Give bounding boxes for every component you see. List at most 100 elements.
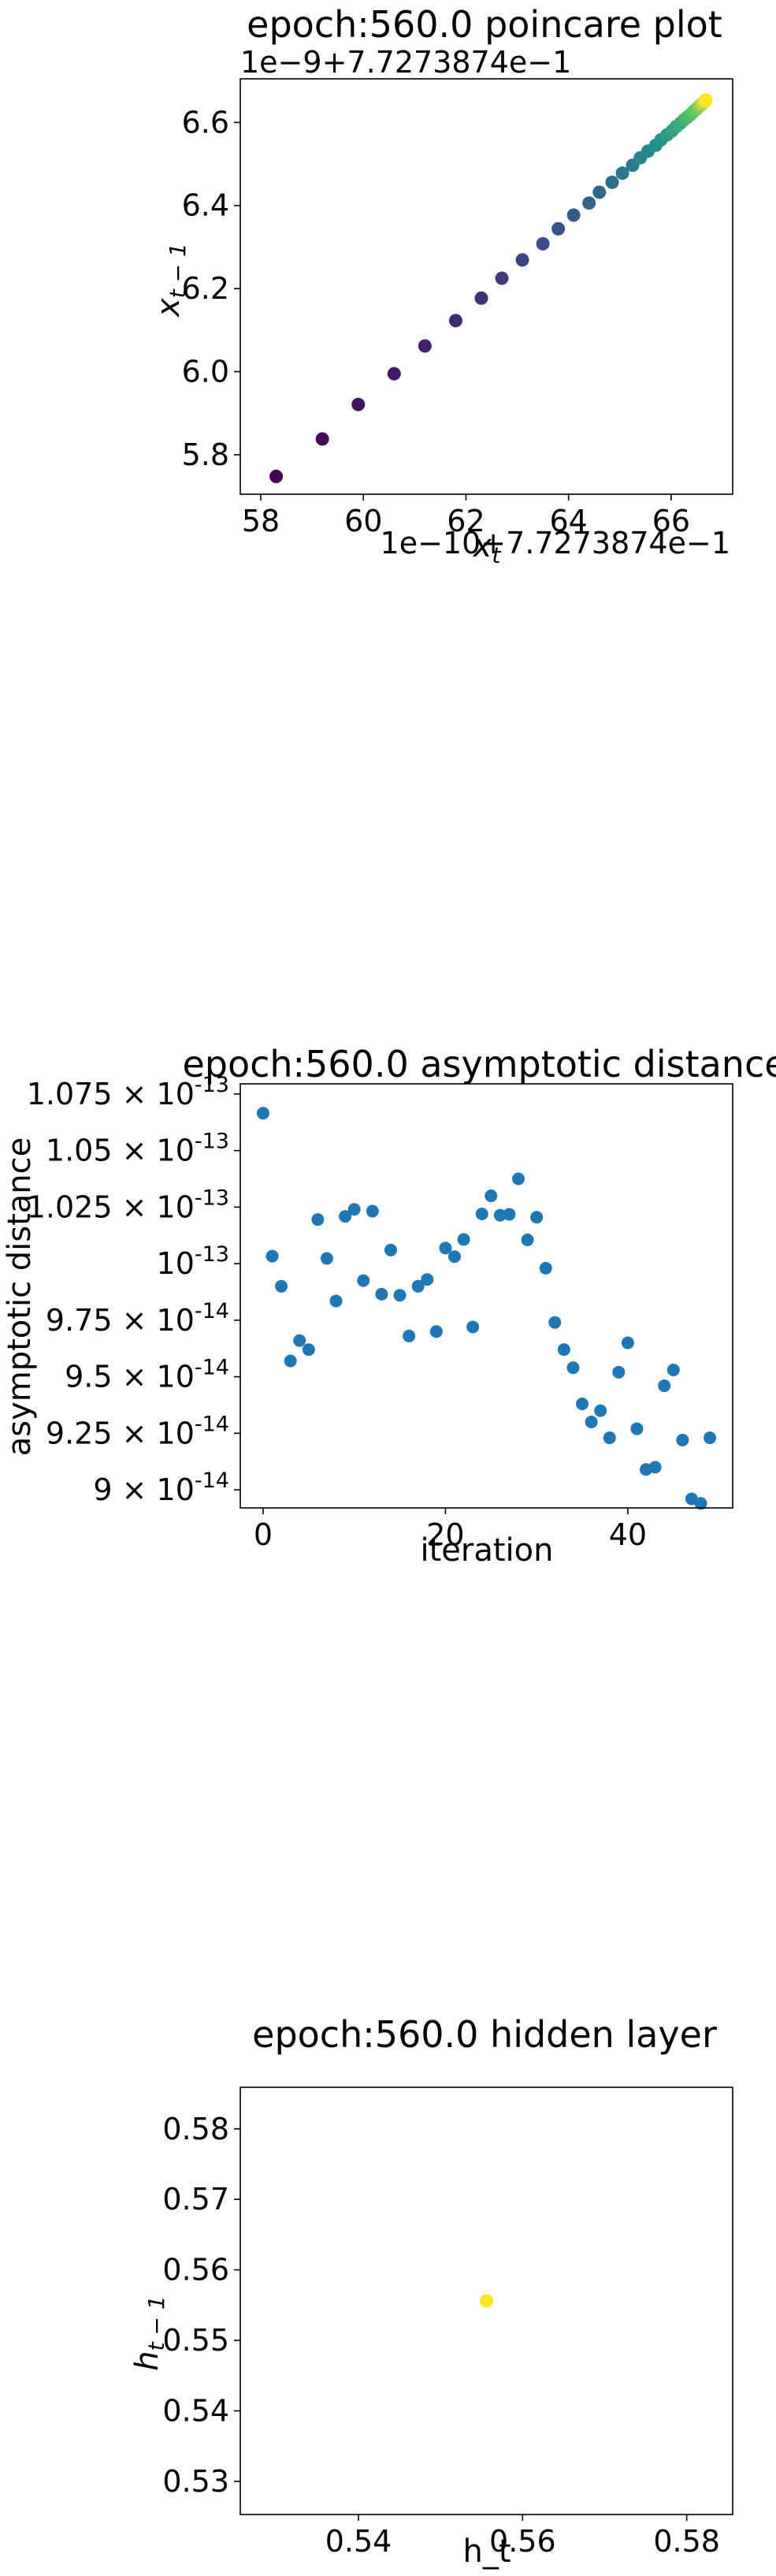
poincare-plot-title: epoch:560.0 poincare plot <box>247 3 722 46</box>
data-point <box>293 1334 306 1347</box>
data-point <box>439 1241 452 1255</box>
data-point <box>658 1379 671 1393</box>
data-point <box>576 1398 589 1411</box>
data-point <box>615 166 629 181</box>
data-point <box>315 432 329 446</box>
y-tick-label: 0.57 <box>162 2182 229 2217</box>
data-point <box>539 1261 552 1275</box>
data-point <box>403 1329 416 1342</box>
data-point <box>329 1294 343 1308</box>
data-point <box>548 1316 562 1329</box>
poincare-plot-panel: epoch:560.0 poincare plot 1e−9+7.7273874… <box>150 3 733 568</box>
y-tick-label: 0.53 <box>162 2464 229 2499</box>
data-point <box>521 1233 534 1246</box>
hidden-layer-panel: epoch:560.0 hidden layer 0.54 0.56 0.58 0.5… <box>129 2013 733 2570</box>
data-point <box>495 271 509 285</box>
data-point <box>566 1361 580 1375</box>
data-point <box>704 1431 717 1445</box>
y-tick-label: 1.075 × 10-13 <box>27 1073 229 1111</box>
data-point <box>612 1365 626 1379</box>
data-point <box>351 397 366 411</box>
axes-frame <box>239 2086 733 2515</box>
data-point <box>393 1289 407 1302</box>
x-tick-label: 0.58 <box>653 2524 720 2559</box>
asymptotic-distance-panel: epoch:560.0 asymptotic distance 0 20 40 9 ×… <box>2 1043 776 1569</box>
data-point <box>265 1249 279 1263</box>
data-point <box>515 253 529 267</box>
data-point <box>666 1363 680 1376</box>
y-tick-label: 10-13 <box>157 1242 229 1281</box>
data-point <box>676 1433 689 1446</box>
data-point <box>284 1354 297 1368</box>
asymptotic-distance-title: epoch:560.0 asymptotic distance <box>182 1043 776 1085</box>
data-point <box>585 1415 598 1428</box>
x-tick-label: 64 <box>549 504 587 538</box>
data-point <box>256 1107 269 1120</box>
data-point <box>530 1211 544 1224</box>
asymptotic-y-axis-label: asymptotic distance <box>2 1137 38 1457</box>
data-point <box>480 2294 493 2308</box>
data-point <box>411 1279 425 1293</box>
data-point <box>536 236 550 251</box>
hidden-layer-y-axis-label: ht − 1 <box>129 2295 169 2370</box>
data-point <box>357 1274 370 1287</box>
data-point <box>375 1287 388 1301</box>
data-point <box>699 93 713 107</box>
data-point <box>466 1320 480 1334</box>
data-point <box>302 1343 315 1357</box>
data-point <box>557 1343 570 1357</box>
data-point <box>311 1213 325 1227</box>
data-point <box>474 291 488 305</box>
y-tick-label: 9.75 × 10-14 <box>46 1299 229 1338</box>
x-tick-label: 0 <box>254 1517 273 1552</box>
x-tick-label: 0.54 <box>325 2524 392 2559</box>
data-point <box>447 1250 461 1264</box>
data-point <box>421 1273 434 1286</box>
data-point <box>418 339 432 353</box>
data-point <box>347 1203 361 1216</box>
y-tick-label: 9.5 × 10-14 <box>65 1356 229 1394</box>
axes-frame <box>239 1083 733 1509</box>
data-point <box>512 1172 525 1186</box>
y-tick-label: 1.025 × 10-13 <box>27 1186 229 1224</box>
data-point <box>275 1279 288 1293</box>
x-tick-label: 66 <box>652 504 690 538</box>
hidden-layer-plot-area: 0.54 0.56 0.58 0.53 0.54 0.55 0.56 0.57 0.58 <box>162 2086 733 2559</box>
data-point <box>493 1208 507 1222</box>
data-point <box>648 1461 662 1474</box>
data-point <box>457 1233 470 1246</box>
data-point <box>269 469 284 483</box>
y-tick-label: 9.25 × 10-14 <box>46 1412 229 1450</box>
y-tick-label: 0.55 <box>162 2323 229 2358</box>
x-tick-label: 60 <box>344 504 382 538</box>
x-tick-label: 0.56 <box>489 2524 556 2559</box>
y-tick-label: 6.6 <box>182 105 229 140</box>
y-tick-label: 6.2 <box>182 271 229 306</box>
y-tick-label: 5.8 <box>182 437 229 472</box>
data-point <box>485 1189 498 1203</box>
data-point <box>475 1207 488 1220</box>
poincare-y-axis-label: xt − 1 <box>150 243 191 318</box>
data-point <box>605 175 619 189</box>
hidden-layer-x-axis-label: h_t <box>462 2533 511 2570</box>
y-tick-label: 0.56 <box>162 2253 229 2288</box>
axes-frame <box>239 78 733 495</box>
y-tick-label: 9 × 10-14 <box>93 1469 229 1507</box>
data-point <box>366 1204 379 1218</box>
data-point <box>594 1404 607 1417</box>
data-point <box>621 1336 634 1349</box>
y-tick-label: 1.05 × 10-13 <box>46 1130 229 1168</box>
data-point <box>503 1208 516 1221</box>
poincare-x-axis-label: xt <box>472 528 502 568</box>
data-point <box>630 1422 644 1435</box>
y-tick-label: 6.4 <box>182 188 229 223</box>
data-point <box>448 314 462 328</box>
data-point <box>566 208 581 222</box>
poincare-y-offset: 1e−9+7.7273874e−1 <box>240 45 571 80</box>
asymptotic-x-axis-label: iteration <box>421 1532 554 1569</box>
hidden-layer-title: epoch:560.0 hidden layer <box>252 2013 717 2056</box>
data-point <box>429 1325 443 1338</box>
data-point <box>384 1243 397 1256</box>
data-point <box>603 1431 616 1445</box>
